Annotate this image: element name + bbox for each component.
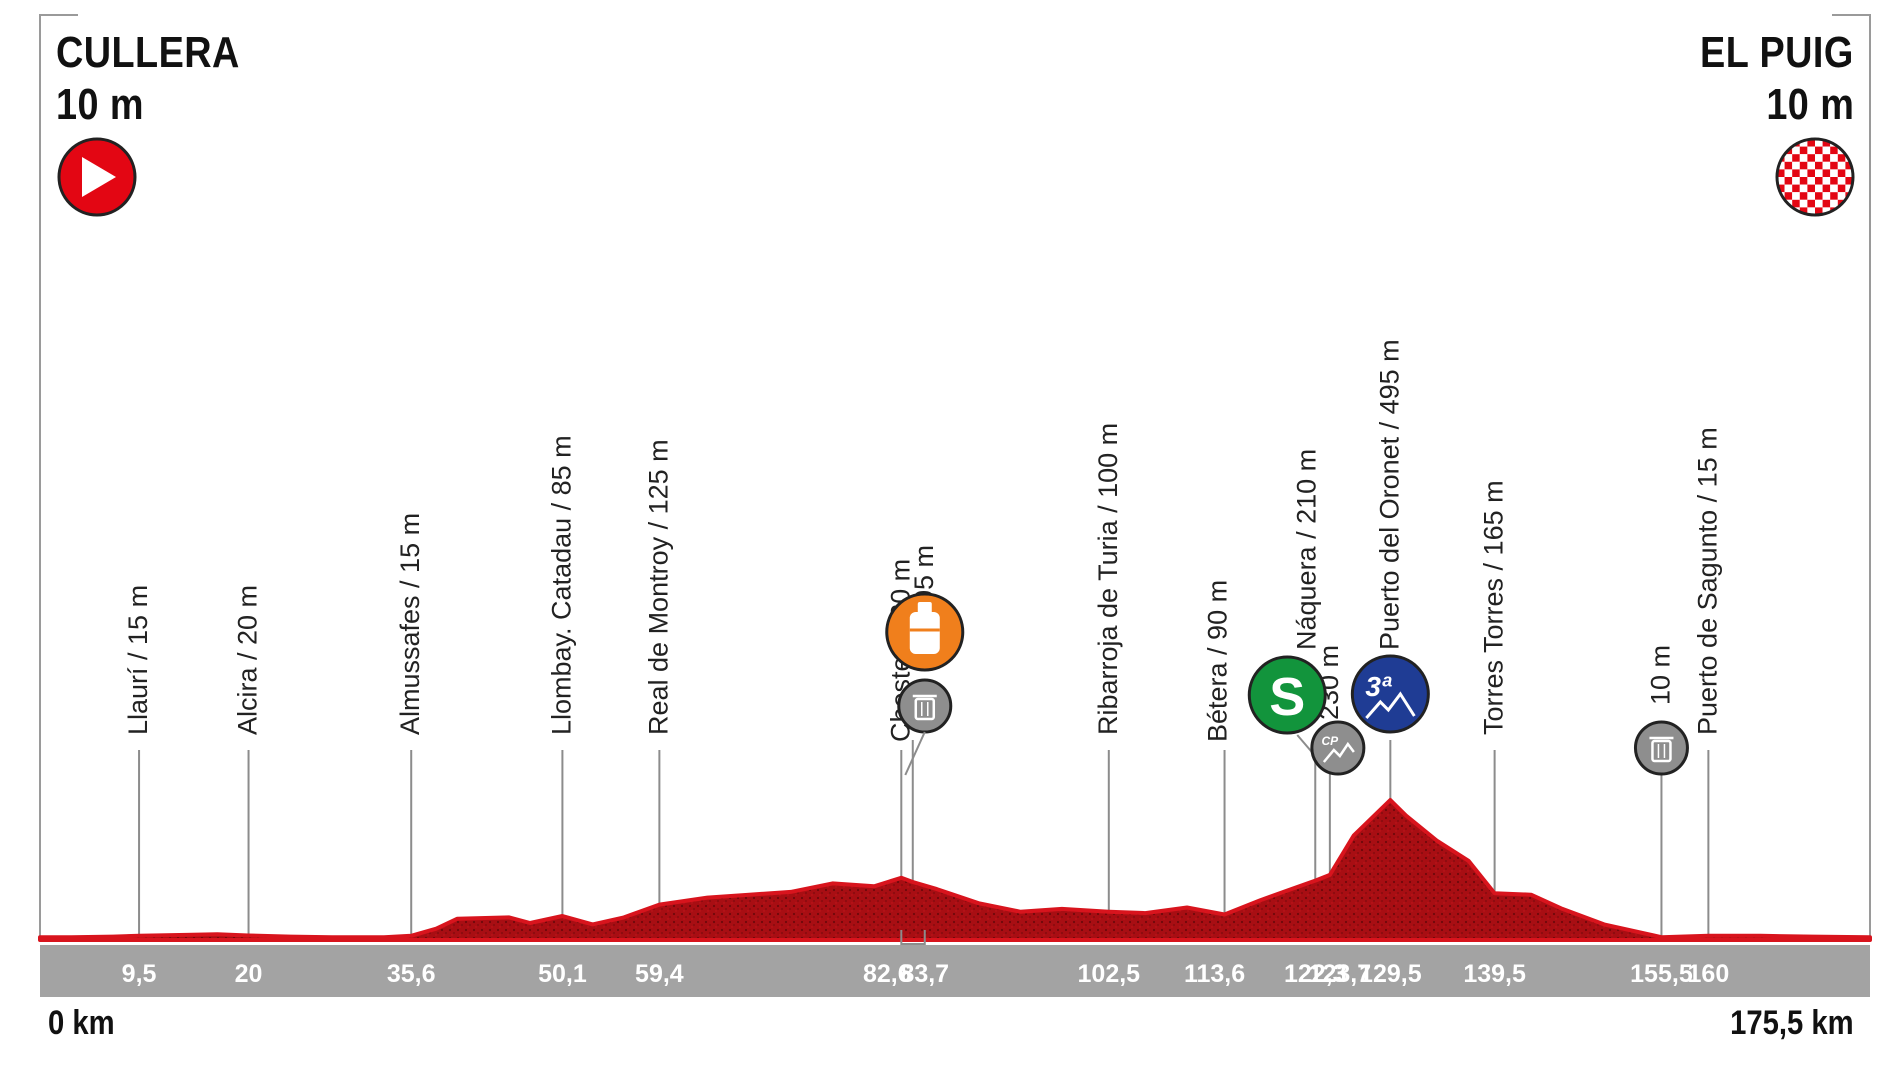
start-altitude: 10 m xyxy=(56,80,144,129)
finish-altitude: 10 m xyxy=(1766,80,1854,129)
trash-icon xyxy=(1633,720,1689,776)
finish-checkered-flag-icon xyxy=(1775,137,1855,217)
sprint-letter: S xyxy=(1269,667,1305,727)
sprint-icon: S xyxy=(1247,655,1327,735)
x-tick-label: 102,5 xyxy=(1078,960,1141,988)
start-play-icon xyxy=(57,137,137,217)
x-tick-label: 113,6 xyxy=(1184,960,1245,988)
waypoint-label: Náquera / 210 m xyxy=(1291,449,1321,650)
elevation-profile-area xyxy=(38,798,1872,942)
waypoint-label: Llombay. Catadau / 85 m xyxy=(546,435,576,735)
waypoint-label: Ribarroja de Turia / 100 m xyxy=(1093,423,1123,735)
x-tick-label: 122,3 xyxy=(1284,960,1347,988)
waypoint-label: Puerto del Oronet / 495 m xyxy=(1374,339,1404,650)
x-tick-label: 50,1 xyxy=(538,960,587,988)
bottle-icon xyxy=(885,592,965,672)
x-tick-label: 20 xyxy=(235,960,263,988)
waypoint-label: Llaurí / 15 m xyxy=(123,585,153,735)
x-tick-label: 83,7 xyxy=(900,960,949,988)
waypoint-label: 10 m xyxy=(1645,645,1675,705)
waypoint-label: Real de Montroy / 125 m xyxy=(643,439,673,735)
finish-town-name: EL PUIG xyxy=(1700,28,1854,77)
start-distance-label: 0 km xyxy=(48,1004,115,1042)
start-town-name: CULLERA xyxy=(56,28,240,77)
x-tick-label: 123,7 xyxy=(1309,960,1372,988)
x-tick-label: 129,5 xyxy=(1359,960,1422,988)
x-tick-label: 82,6 xyxy=(863,960,912,988)
mountain-icon: 3ª xyxy=(1350,654,1430,734)
waypoint-label: Bétera / 90 m xyxy=(1203,580,1233,742)
x-tick-label: 35,6 xyxy=(387,960,436,988)
waypoint-label: Puerto de Sagunto / 15 m xyxy=(1692,427,1722,735)
trash-icon xyxy=(897,678,953,734)
x-tick-label: 9,5 xyxy=(122,960,157,988)
climb-start-letters: CP xyxy=(1322,734,1340,748)
finish-distance-label: 175,5 km xyxy=(1730,1004,1854,1042)
climb-start-icon: CP xyxy=(1310,720,1366,776)
distance-axis-band xyxy=(40,945,1870,997)
x-tick-label: 59,4 xyxy=(635,960,684,988)
x-tick-label: 155,5 xyxy=(1630,960,1693,988)
feed-zone-bracket xyxy=(900,930,926,945)
waypoint-label: Alcira / 20 m xyxy=(233,585,263,735)
feed-zone-leader xyxy=(904,731,926,776)
x-tick-label: 139,5 xyxy=(1463,960,1526,988)
waypoint-label: Torres Torres / 165 m xyxy=(1479,480,1509,735)
waypoint-label: Almussafes / 15 m xyxy=(395,513,425,735)
x-tick-label: 160 xyxy=(1688,960,1730,988)
climb-category-label: 3ª xyxy=(1365,671,1392,702)
